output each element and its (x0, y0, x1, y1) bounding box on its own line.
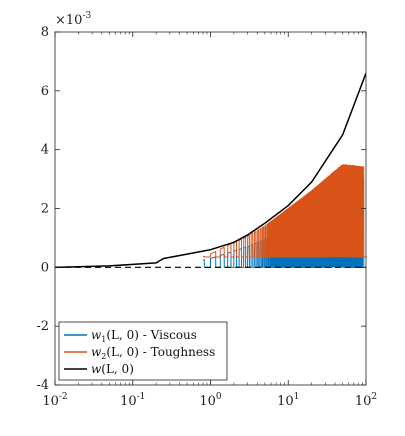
y-tick-label: -4 (36, 378, 49, 393)
y-tick-label: 6 (41, 84, 49, 99)
axes: 10-2 10-1 100 101 102 -4 -2 0 2 4 6 8 ×10-3 (36, 11, 377, 409)
x-tick-label: 102 (355, 392, 377, 409)
legend-entry: w2(L, 0) - Toughness (91, 345, 215, 361)
legend-box (58, 321, 228, 381)
y-tick-label: 4 (41, 143, 49, 158)
x-tick-label: 10-2 (42, 392, 67, 409)
y-tick-label: 0 (41, 260, 49, 275)
x-tick-label: 101 (277, 392, 299, 409)
series-2-line (202, 164, 366, 258)
x-tick-label: 10-1 (120, 392, 145, 409)
y-tick-label: 2 (41, 202, 49, 217)
y-multiplier-label: ×10-3 (55, 11, 91, 28)
series-3-line (55, 72, 366, 269)
plot-area (55, 72, 366, 269)
y-tick-label: 8 (41, 25, 49, 40)
x-tick-label: 100 (199, 392, 222, 409)
legend-entry: w1(L, 0) - Viscous (91, 328, 197, 344)
y-tick-label: -2 (36, 319, 49, 334)
legend-entry: w(L, 0) (91, 362, 134, 376)
